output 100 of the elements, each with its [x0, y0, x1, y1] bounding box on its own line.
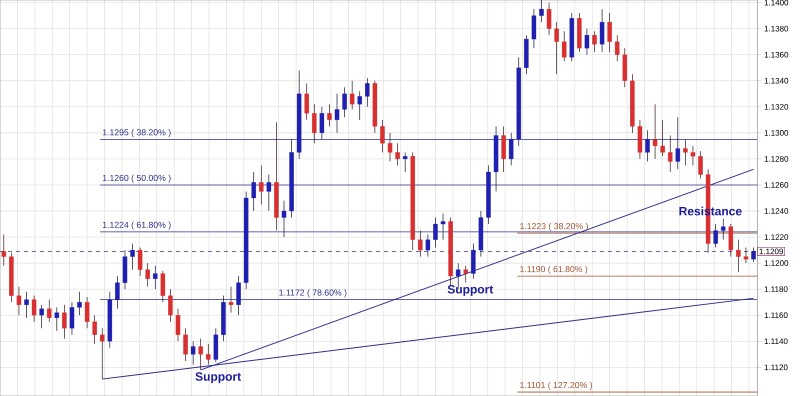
candlestick [365, 78, 370, 108]
candlestick [198, 338, 203, 370]
candlestick [736, 239, 741, 273]
candlestick [713, 224, 718, 248]
candlestick [607, 12, 612, 52]
candlestick [744, 247, 748, 264]
candlestick [236, 276, 241, 316]
y-tick-label: 1.1280 [764, 156, 788, 162]
candlestick [546, 2, 552, 36]
candlestick [312, 104, 317, 144]
candlestick [676, 116, 680, 170]
candlestick [342, 86, 347, 118]
ref-line-label: 1.1295 ( 38.20% ) [102, 129, 171, 138]
candlestick [304, 83, 309, 120]
y-tick-label: 1.1300 [764, 130, 788, 136]
candlestick [153, 265, 158, 290]
candlestick [418, 230, 423, 257]
candlestick [251, 172, 256, 212]
y-tick-label: 1.1160 [764, 312, 788, 318]
candlestick [39, 304, 44, 329]
candlestick [380, 120, 385, 153]
candlestick [388, 132, 392, 162]
candlestick [228, 286, 234, 313]
y-tick-label: 1.1200 [764, 260, 788, 266]
candlestick [2, 234, 6, 266]
candlestick [190, 340, 196, 366]
y-tick-label: 1.1120 [764, 364, 788, 370]
annotation: Support [448, 285, 494, 296]
candlestick [668, 135, 672, 172]
candlestick [282, 200, 286, 238]
candlestick [70, 302, 74, 336]
candlestick [645, 130, 650, 162]
candlestick [440, 213, 446, 240]
ref-line-label: 1.1172 ( 78.60% ) [279, 289, 346, 298]
candlestick [334, 93, 340, 134]
ref-line-label: 1.1260 ( 50.00% ) [102, 174, 171, 183]
candlestick [176, 308, 180, 342]
candlestick [350, 80, 354, 110]
candlestick [652, 104, 658, 160]
candlestick [138, 247, 142, 276]
candlestick [77, 291, 82, 316]
candlestick [728, 224, 734, 257]
y-tick-label: 1.1380 [764, 26, 788, 32]
candlestick [145, 262, 150, 287]
candlestick [84, 296, 90, 329]
y-tick-label: 1.1400 [764, 0, 788, 6]
y-tick-label: 1.1320 [764, 104, 788, 110]
annotation: Support [195, 372, 241, 384]
candlestick [660, 120, 665, 157]
candlestick [720, 218, 726, 240]
candlestick [160, 270, 166, 303]
y-tick-label: 1.1220 [764, 234, 788, 240]
y-tick-label: 1.1180 [764, 286, 788, 292]
candlestick [464, 265, 468, 283]
candlestick [584, 28, 590, 56]
candlestick [115, 276, 120, 310]
candlestick [183, 328, 188, 362]
candlestick [168, 288, 173, 322]
candlestick [357, 90, 362, 120]
y-tick-label: 1.1140 [764, 338, 788, 344]
candlestick [471, 243, 476, 280]
candlestick [614, 34, 620, 62]
candlestick [206, 344, 211, 366]
candlestick [16, 286, 22, 316]
candlestick [532, 8, 536, 49]
candlestick [32, 295, 36, 322]
candlestick [600, 8, 604, 52]
candlestick [592, 30, 597, 52]
candlestick [501, 126, 506, 172]
candlestick [433, 217, 438, 248]
candlestick [698, 150, 703, 179]
candlestick [395, 142, 400, 166]
ref-line-label: 1.1209 [760, 248, 784, 254]
candlestick [751, 247, 756, 262]
y-tick-label: 1.1260 [764, 182, 788, 188]
ref-line-label: 1.1224 ( 61.80% ) [102, 222, 171, 230]
candlestick [554, 22, 559, 75]
y-tick-label: 1.1240 [764, 208, 788, 214]
candlestick [683, 139, 688, 166]
ref-line-label: 1.1190 ( 61.80% ) [520, 266, 588, 274]
candlestick [100, 328, 105, 380]
y-tick-label: 1.1360 [764, 52, 788, 58]
candlestick [508, 132, 514, 166]
candlestick [92, 314, 97, 344]
candlestick [266, 174, 272, 212]
candlestick [46, 299, 52, 322]
candlestick [130, 243, 135, 270]
candlestick [690, 146, 696, 166]
candlestick [327, 104, 332, 127]
candlestick [539, 0, 544, 22]
candlestick [426, 234, 430, 257]
candlestick [24, 291, 29, 318]
candlestick [62, 304, 67, 340]
candlestick [402, 152, 408, 172]
candlestick [320, 106, 324, 140]
candlestick [562, 30, 566, 62]
ref-line-label: 1.1101 ( 127.20% ) [520, 382, 592, 390]
candlestick [259, 165, 264, 205]
y-tick-label: 1.1340 [764, 78, 788, 84]
candlestick [54, 307, 60, 332]
